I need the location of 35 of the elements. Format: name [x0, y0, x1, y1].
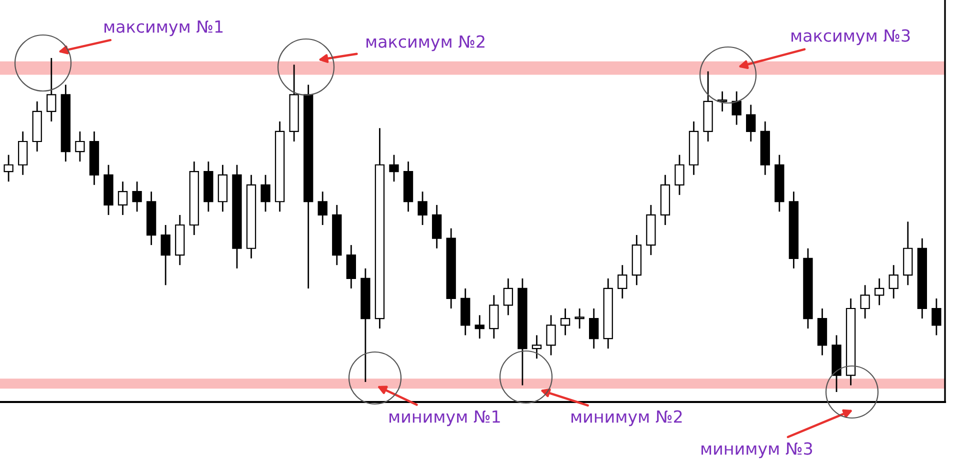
candlestick — [860, 284, 870, 320]
candlestick — [389, 154, 399, 182]
candlestick — [503, 278, 514, 316]
candlestick — [874, 278, 884, 306]
candlestick — [746, 104, 756, 142]
candlestick — [160, 224, 170, 286]
candlestick — [546, 314, 556, 356]
candlestick — [888, 264, 898, 300]
candlestick — [474, 314, 484, 340]
candlestick — [589, 308, 599, 350]
candlestick — [46, 57, 56, 122]
candlestick — [4, 154, 14, 182]
candlestick — [732, 90, 742, 126]
text: минимум №3 — [702, 442, 812, 458]
candlestick — [346, 244, 356, 290]
candlestick — [532, 334, 542, 360]
text: максимум №2 — [366, 35, 484, 52]
candlestick — [260, 174, 270, 212]
candlestick — [618, 264, 628, 300]
text: минимум №1 — [390, 410, 500, 426]
candlestick — [75, 130, 85, 162]
candlestick — [118, 180, 128, 216]
candlestick — [418, 190, 428, 226]
candlestick — [318, 190, 328, 226]
candlestick — [560, 308, 570, 336]
candlestick — [18, 130, 28, 176]
text: максимум №1 — [104, 20, 223, 36]
text: минимум №2 — [572, 410, 682, 426]
candlestick — [432, 204, 442, 250]
candlestick — [674, 154, 684, 196]
candlestick — [932, 298, 942, 336]
candlestick — [489, 294, 499, 340]
candlestick — [574, 308, 584, 330]
candlestick — [132, 180, 142, 212]
text: максимум №3 — [792, 29, 910, 46]
